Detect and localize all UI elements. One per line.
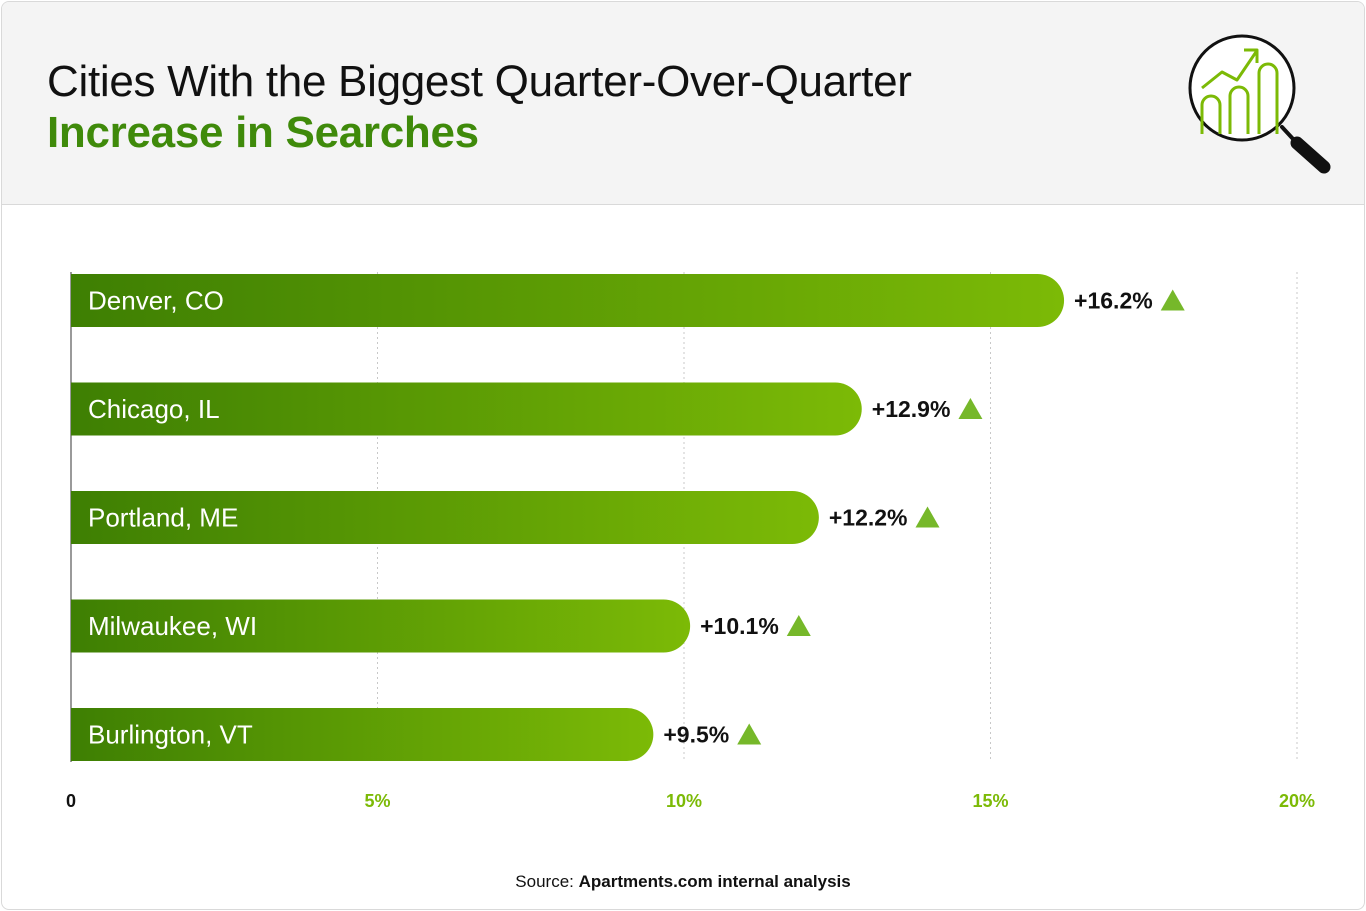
magnifier-chart-icon [1188,34,1331,174]
x-tick-label: 15% [972,791,1008,811]
increase-triangle-icon [958,398,983,419]
increase-triangle-icon [1160,289,1185,311]
bar-category-label: Milwaukee, WI [88,611,257,641]
x-tick-label: 0 [66,791,76,811]
bar [71,274,1065,327]
bar-value-label: +12.2% [829,505,908,531]
chart-subtitle: Increase in Searches [47,108,479,157]
bar-category-label: Burlington, VT [88,720,253,750]
bar-value-label: +12.9% [872,396,951,422]
bar-category-label: Chicago, IL [88,394,220,424]
x-tick-label: 20% [1279,791,1315,811]
source-prefix: Source: [515,872,574,891]
bar [71,382,862,436]
increase-triangle-icon [786,615,811,636]
source-note: Source: Apartments.com internal analysis [2,872,1364,892]
chart-title: Cities With the Biggest Quarter-Over-Qua… [47,57,912,106]
bar-category-label: Portland, ME [88,503,238,533]
source-name: Apartments.com internal analysis [578,872,851,891]
bar [71,708,654,761]
increase-triangle-icon [737,723,762,745]
bar-value-label: +9.5% [663,722,729,748]
bar-value-label: +16.2% [1074,288,1153,314]
bar [71,491,819,544]
x-tick-label: 5% [364,791,390,811]
chart-header: Cities With the Biggest Quarter-Over-Qua… [2,2,1364,205]
increase-triangle-icon [915,506,940,528]
x-tick-label: 10% [666,791,702,811]
bar-value-label: +10.1% [700,613,779,639]
bar [71,599,691,653]
bar-category-label: Denver, CO [88,286,224,316]
